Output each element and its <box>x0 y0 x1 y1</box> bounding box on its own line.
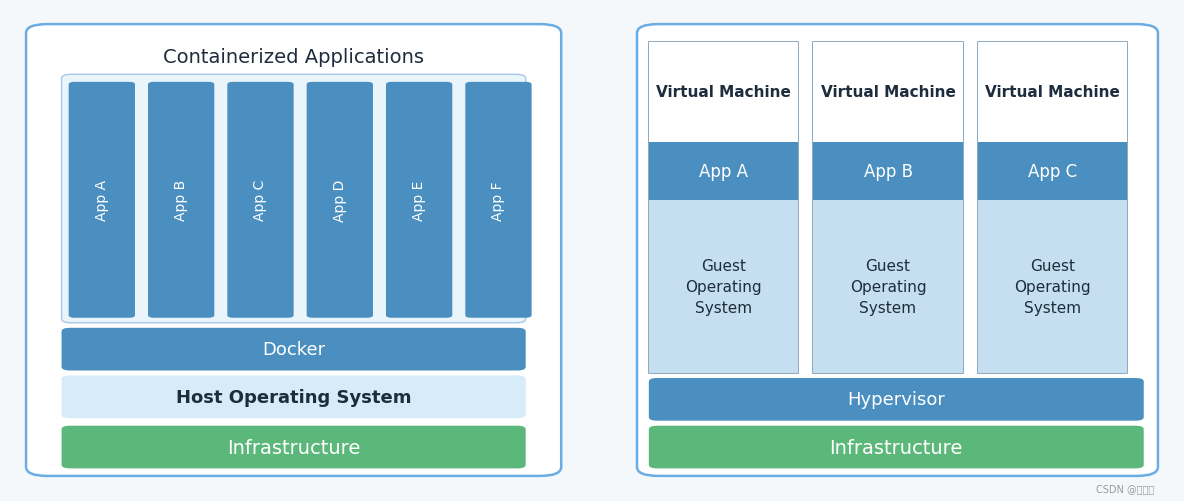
Bar <box>978 43 1127 143</box>
Text: Virtual Machine: Virtual Machine <box>821 85 955 100</box>
Bar <box>978 143 1127 200</box>
FancyBboxPatch shape <box>307 83 373 318</box>
Text: Virtual Machine: Virtual Machine <box>985 85 1120 100</box>
Bar <box>649 143 798 200</box>
Text: App F: App F <box>491 181 506 220</box>
Text: Virtual Machine: Virtual Machine <box>656 85 791 100</box>
FancyBboxPatch shape <box>649 426 1144 468</box>
Text: Guest
Operating
System: Guest Operating System <box>1015 259 1090 315</box>
FancyBboxPatch shape <box>62 75 526 323</box>
Text: Infrastructure: Infrastructure <box>227 438 360 456</box>
Bar <box>813 200 963 373</box>
Text: App E: App E <box>412 180 426 220</box>
Text: App B: App B <box>174 180 188 221</box>
Text: Host Operating System: Host Operating System <box>176 388 411 406</box>
Text: Guest
Operating
System: Guest Operating System <box>686 259 761 315</box>
Text: Docker: Docker <box>262 341 326 358</box>
FancyBboxPatch shape <box>69 83 135 318</box>
FancyBboxPatch shape <box>649 378 1144 421</box>
Bar <box>813 43 963 143</box>
FancyBboxPatch shape <box>62 426 526 468</box>
Text: Hypervisor: Hypervisor <box>848 391 945 408</box>
FancyBboxPatch shape <box>26 25 561 476</box>
Bar <box>978 200 1127 373</box>
Bar <box>649 200 798 373</box>
FancyBboxPatch shape <box>148 83 214 318</box>
Text: Guest
Operating
System: Guest Operating System <box>850 259 926 315</box>
Bar <box>813 143 963 200</box>
Bar <box>649 43 798 143</box>
Bar <box>813 43 963 373</box>
Text: App A: App A <box>95 180 109 221</box>
Bar <box>649 43 798 373</box>
FancyBboxPatch shape <box>62 376 526 418</box>
FancyBboxPatch shape <box>227 83 294 318</box>
Text: App A: App A <box>699 163 748 180</box>
FancyBboxPatch shape <box>465 83 532 318</box>
Text: CSDN @环和锋: CSDN @环和锋 <box>1096 483 1154 493</box>
Text: App C: App C <box>1028 163 1077 180</box>
Text: Infrastructure: Infrastructure <box>830 438 963 456</box>
Text: App C: App C <box>253 180 268 221</box>
Text: App D: App D <box>333 179 347 221</box>
Text: App B: App B <box>863 163 913 180</box>
FancyBboxPatch shape <box>637 25 1158 476</box>
FancyBboxPatch shape <box>62 328 526 371</box>
Bar <box>978 43 1127 373</box>
FancyBboxPatch shape <box>386 83 452 318</box>
Text: Containerized Applications: Containerized Applications <box>163 48 424 67</box>
